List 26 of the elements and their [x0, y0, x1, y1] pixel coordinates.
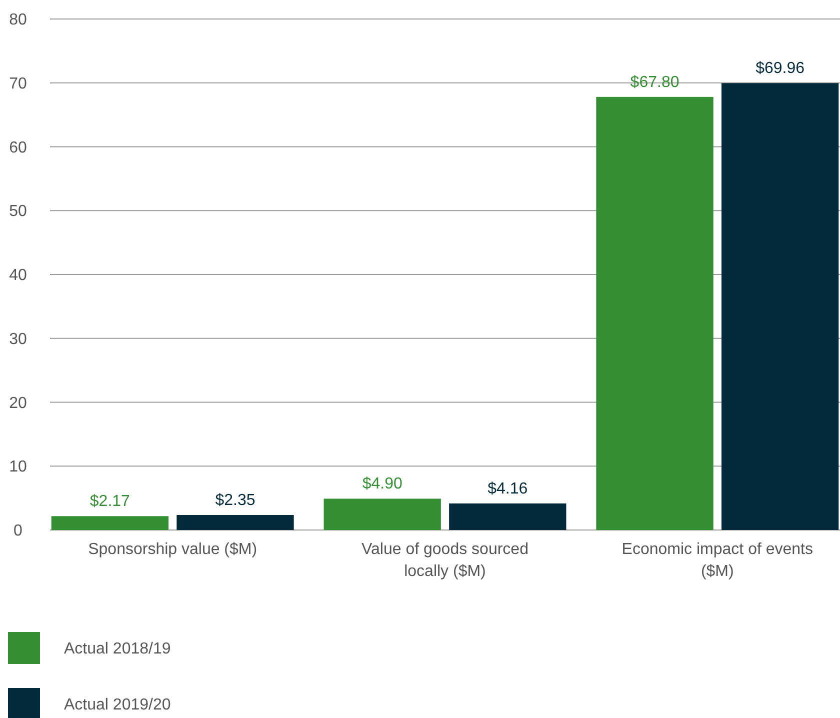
y-tick-label: 80: [9, 12, 27, 29]
bar: [51, 516, 169, 530]
y-tick-label: 60: [9, 139, 27, 156]
x-tick-label: Value of goods sourced locally ($M): [362, 541, 528, 580]
data-label: $4.90: [362, 476, 402, 493]
data-label: $67.80: [630, 74, 680, 91]
data-label: $2.35: [215, 492, 256, 509]
y-tick-label: 20: [9, 394, 27, 412]
data-label: $4.16: [488, 480, 528, 498]
x-tick-label: Economic impact of events ($M): [622, 541, 814, 580]
data-label: $2.17: [90, 493, 130, 510]
bar: [721, 83, 839, 530]
y-tick-label: 0: [14, 522, 23, 540]
bar: [596, 96, 714, 530]
y-tick-label: 30: [9, 330, 27, 348]
x-tick-label: Sponsorship value ($M): [88, 541, 258, 558]
bar: [176, 514, 294, 530]
legend-label: Actual 2018/19: [64, 640, 171, 658]
bar: [449, 503, 566, 530]
y-tick-label: 10: [9, 458, 27, 476]
data-label: $69.96: [756, 60, 805, 78]
y-tick-label: 50: [9, 203, 27, 220]
y-tick-label: 40: [9, 267, 27, 284]
y-tick-label: 70: [9, 75, 27, 92]
legend-label: Actual 2019/20: [64, 696, 171, 714]
bar: [324, 498, 441, 530]
